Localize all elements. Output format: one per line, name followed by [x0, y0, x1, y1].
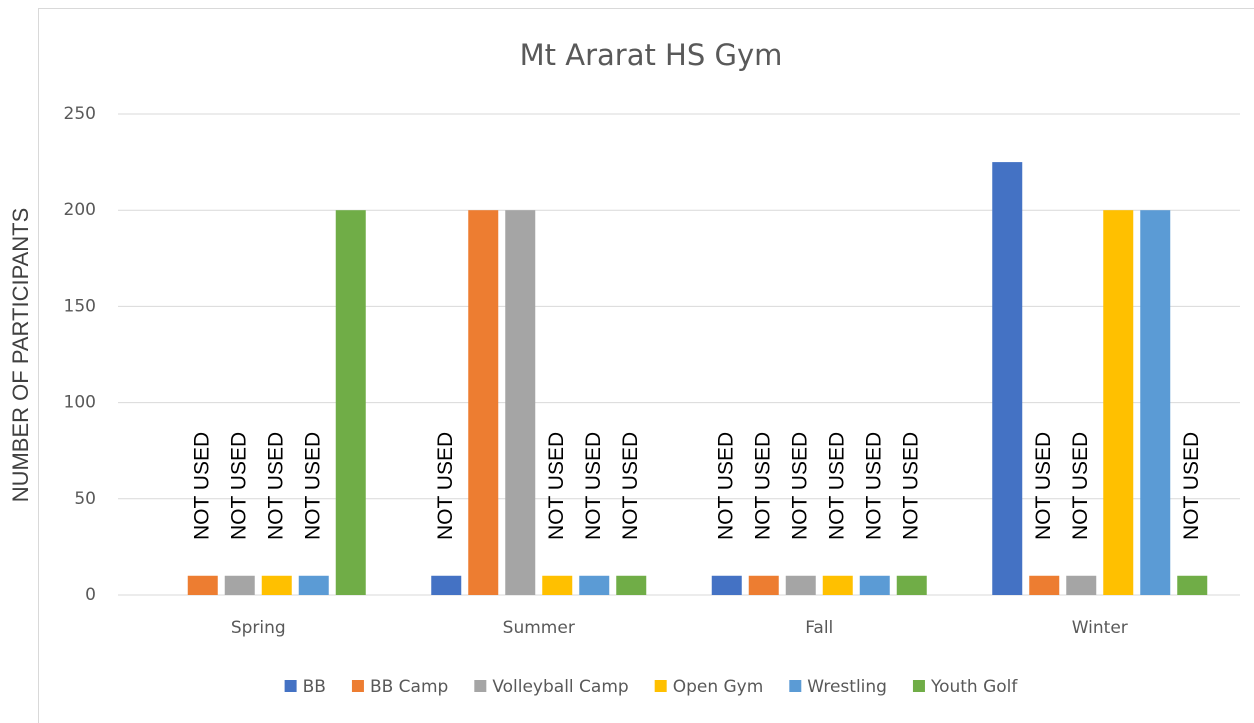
bar	[1177, 575, 1208, 595]
data-label: NOT USED	[264, 432, 287, 540]
legend-swatch	[654, 680, 667, 692]
data-label: NOT USED	[862, 432, 885, 540]
chart-frame	[38, 8, 1254, 723]
bar	[335, 210, 366, 595]
data-label: NOT USED	[619, 432, 642, 540]
legend-swatch	[474, 680, 487, 692]
data-label: NOT USED	[1069, 432, 1092, 540]
bar	[859, 575, 890, 595]
bar	[616, 575, 647, 595]
legend-swatch	[912, 680, 925, 692]
bar	[1103, 210, 1134, 595]
bar	[711, 575, 742, 595]
legend-label: BB Camp	[370, 677, 448, 697]
legend-label: Volleyball Camp	[492, 677, 628, 697]
legend-swatch	[284, 680, 297, 692]
data-label: NOT USED	[1180, 432, 1203, 540]
bar	[748, 575, 779, 595]
y-tick-label: 150	[64, 296, 96, 316]
bar	[542, 575, 573, 595]
y-tick-label: 200	[64, 200, 96, 220]
y-tick-label: 50	[74, 489, 96, 509]
data-label: NOT USED	[1032, 432, 1055, 540]
bar	[468, 210, 499, 595]
bar	[992, 162, 1023, 595]
bar	[896, 575, 927, 595]
bar	[579, 575, 610, 595]
legend-swatch	[789, 680, 802, 692]
bar	[1066, 575, 1097, 595]
bar	[224, 575, 255, 595]
x-tick-label: Fall	[805, 618, 833, 638]
data-label: NOT USED	[788, 432, 811, 540]
data-label: NOT USED	[301, 432, 324, 540]
bar	[431, 575, 462, 595]
bar	[261, 575, 292, 595]
y-tick-label: 100	[64, 393, 96, 413]
legend-label: BB	[303, 677, 326, 697]
legend-label: Wrestling	[807, 677, 887, 697]
data-label: NOT USED	[714, 432, 737, 540]
x-tick-label: Winter	[1072, 618, 1128, 638]
y-tick-label: 250	[64, 104, 96, 124]
data-label: NOT USED	[434, 432, 457, 540]
data-label: NOT USED	[227, 432, 250, 540]
bar	[1140, 210, 1171, 595]
bar	[1029, 575, 1060, 595]
bar	[785, 575, 816, 595]
data-label: NOT USED	[190, 432, 213, 540]
y-tick-label: 0	[85, 585, 96, 605]
legend-label: Open Gym	[673, 677, 764, 697]
legend-label: Youth Golf	[930, 677, 1018, 697]
data-label: NOT USED	[751, 432, 774, 540]
bar	[822, 575, 853, 595]
legend-swatch	[351, 680, 364, 692]
data-label: NOT USED	[825, 432, 848, 540]
bar	[187, 575, 218, 595]
bar	[505, 210, 536, 595]
bar	[298, 575, 329, 595]
data-label: NOT USED	[899, 432, 922, 540]
y-axis-title: NUMBER OF PARTICIPANTS	[8, 208, 33, 503]
data-label: NOT USED	[545, 432, 568, 540]
data-label: NOT USED	[582, 432, 605, 540]
x-tick-label: Summer	[503, 618, 575, 638]
chart-title: Mt Ararat HS Gym	[520, 38, 783, 72]
x-tick-label: Spring	[231, 618, 286, 638]
